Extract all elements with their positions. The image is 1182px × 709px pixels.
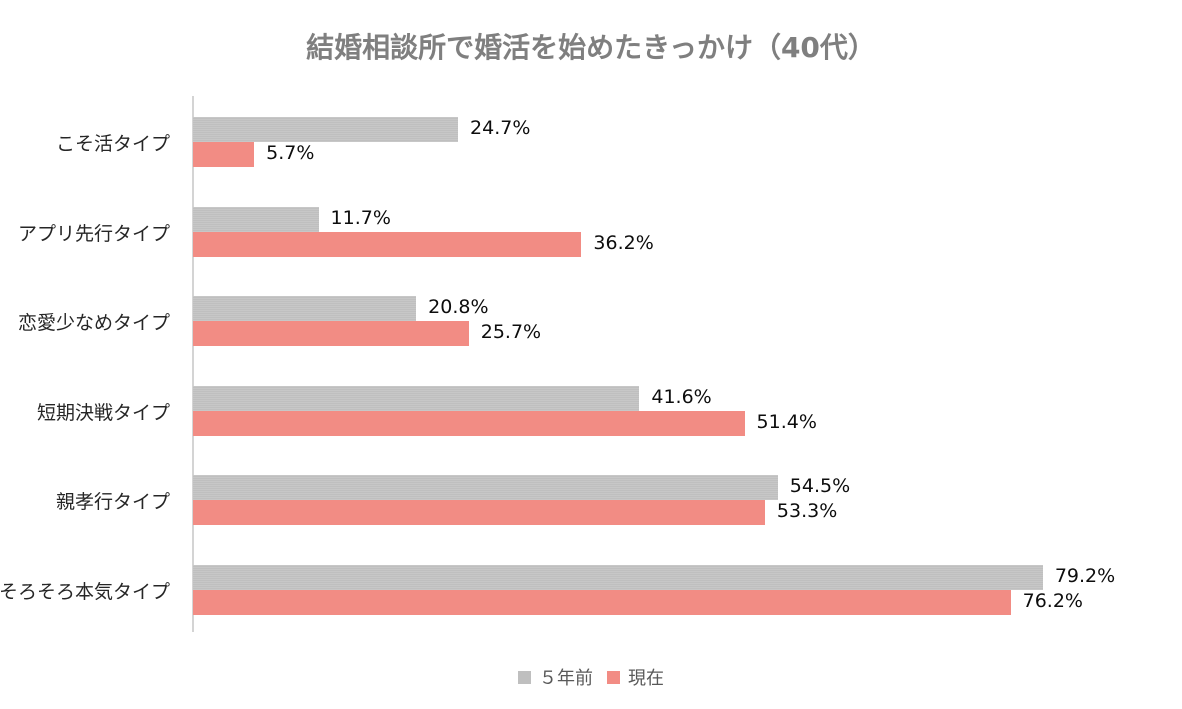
legend-label-prev: ５年前 bbox=[539, 668, 593, 689]
bar-5-years-ago bbox=[193, 296, 417, 321]
bar-current bbox=[193, 411, 745, 436]
bar-current bbox=[193, 232, 582, 257]
legend: ５年前 現在 bbox=[0, 664, 1182, 690]
bar-group: 恋愛少なめタイプ 20.8% 25.7% bbox=[0, 296, 1182, 346]
category-label: 恋愛少なめタイプ bbox=[17, 312, 170, 334]
category-label: 親孝行タイプ bbox=[55, 491, 170, 513]
legend-swatch-current bbox=[607, 670, 620, 684]
bar-group: アプリ先行タイプ 11.7% 36.2% bbox=[0, 207, 1182, 257]
data-label: 54.5% bbox=[789, 475, 851, 497]
data-label: 24.7% bbox=[470, 117, 531, 139]
data-label: 51.4% bbox=[756, 411, 817, 433]
bar-5-years-ago bbox=[193, 565, 1043, 590]
bar-group: 短期決戦タイプ 41.6% 51.4% bbox=[0, 386, 1182, 436]
data-label: 5.7% bbox=[266, 142, 315, 164]
category-label: こそ活タイプ bbox=[55, 133, 170, 155]
bar-current bbox=[193, 321, 469, 346]
legend-item-current: 現在 bbox=[607, 664, 664, 690]
category-label: アプリ先行タイプ bbox=[17, 223, 170, 245]
category-label: そろそろ本気タイプ bbox=[0, 581, 170, 603]
bar-5-years-ago bbox=[193, 386, 640, 411]
bar-5-years-ago bbox=[193, 475, 778, 500]
legend-item-prev: ５年前 bbox=[518, 664, 593, 690]
bar-current bbox=[193, 500, 765, 525]
bar-group: 親孝行タイプ 54.5% 53.3% bbox=[0, 475, 1182, 525]
chart-title: 結婚相談所で婚活を始めたきっかけ（40代） bbox=[306, 31, 876, 64]
bar-5-years-ago bbox=[193, 207, 319, 232]
bar-group: そろそろ本気タイプ 79.2% 76.2% bbox=[0, 565, 1182, 615]
plot-area: こそ活タイプ 24.7% 5.7% アプリ先行タイプ 11.7% 36.2% 恋愛少なめタイ… bbox=[0, 96, 1182, 636]
data-label: 25.7% bbox=[480, 321, 542, 343]
data-label: 11.7% bbox=[330, 207, 391, 229]
bar-5-years-ago bbox=[193, 117, 459, 142]
category-axis-line bbox=[192, 96, 194, 632]
legend-swatch-prev bbox=[518, 670, 531, 684]
data-label: 76.2% bbox=[1022, 590, 1083, 612]
data-label: 41.6% bbox=[651, 386, 712, 408]
data-label: 20.8% bbox=[428, 296, 489, 318]
bar-current bbox=[193, 590, 1011, 615]
bar-current bbox=[193, 142, 255, 167]
data-label: 36.2% bbox=[593, 232, 654, 254]
bar-group: こそ活タイプ 24.7% 5.7% bbox=[0, 117, 1182, 167]
category-label: 短期決戦タイプ bbox=[36, 402, 170, 424]
legend-label-current: 現在 bbox=[628, 668, 664, 689]
data-label: 53.3% bbox=[776, 500, 838, 522]
data-label: 79.2% bbox=[1054, 565, 1116, 587]
